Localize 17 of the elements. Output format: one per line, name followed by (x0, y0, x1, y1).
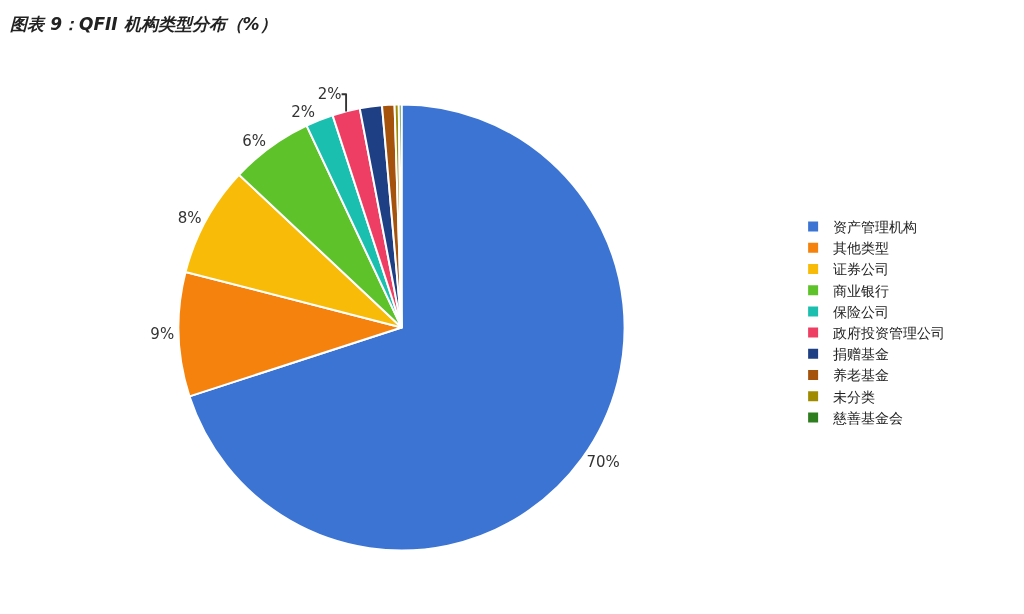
data-label: 2% (291, 103, 315, 122)
legend-label: 养老基金 (833, 367, 890, 384)
legend-label: 政府投资管理公司 (833, 325, 946, 342)
legend-label: 未分类 (833, 388, 876, 405)
data-label: 9% (150, 325, 175, 344)
legend-label: 慈善基金会 (832, 409, 904, 426)
chart-title: 图表 9：QFII 机构类型分布（%） (10, 14, 277, 35)
legend-label: 资产管理机构 (833, 219, 918, 236)
legend-label: 捐赠基金 (833, 346, 890, 363)
legend-label: 保险公司 (833, 303, 890, 320)
legend-label: 商业银行 (833, 282, 890, 299)
legend-label: 证券公司 (833, 261, 890, 278)
data-label: 70% (586, 452, 620, 471)
data-label: 2% (317, 85, 342, 104)
data-label: 8% (177, 208, 202, 227)
data-label: 6% (242, 132, 266, 151)
legend-label: 其他类型 (833, 240, 890, 257)
